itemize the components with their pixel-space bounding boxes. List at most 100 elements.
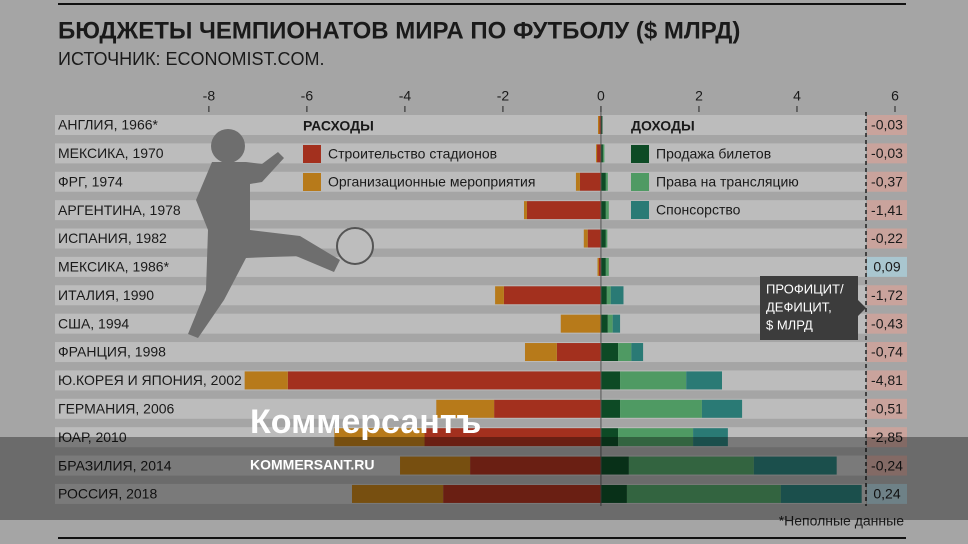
bar-segment bbox=[334, 428, 425, 447]
legend-label: Строительство стадионов bbox=[328, 146, 497, 162]
legend-label: Права на трансляцию bbox=[656, 174, 799, 190]
category-label: ИТАЛИЯ, 1990 bbox=[58, 287, 154, 303]
row-band bbox=[55, 228, 866, 249]
bar-segment bbox=[244, 371, 288, 390]
category-label: США, 1994 bbox=[58, 315, 129, 331]
surplus-label: -0,37 bbox=[871, 173, 903, 189]
category-label: АРГЕНТИНА, 1978 bbox=[58, 202, 181, 218]
x-tick-label: -2 bbox=[497, 88, 510, 104]
ball bbox=[336, 227, 374, 265]
bar-segment bbox=[598, 116, 600, 134]
bar-segment bbox=[701, 399, 743, 418]
legend-label: Продажа билетов bbox=[656, 146, 771, 162]
plot: -8 -6 -4 -2 0 2 4 6 АНГЛИЯ, 1966* -0,03 МЕКСИКА, 1… bbox=[58, 88, 907, 506]
legend-swatch bbox=[631, 145, 649, 163]
surplus-cell bbox=[867, 171, 907, 192]
x-tick-label: 6 bbox=[891, 88, 899, 104]
player-silhouette bbox=[188, 129, 340, 338]
category-label: АНГЛИЯ, 1966* bbox=[58, 117, 159, 133]
bar-segment bbox=[494, 399, 601, 418]
annotation-box bbox=[760, 276, 866, 340]
bar-segment bbox=[600, 456, 629, 475]
bar-segment bbox=[626, 484, 781, 503]
bar-segment bbox=[503, 286, 601, 305]
bar-segment bbox=[597, 257, 599, 276]
surplus-cell bbox=[867, 228, 907, 249]
row-band bbox=[55, 115, 866, 135]
bar-segment bbox=[287, 371, 601, 390]
bar-segment bbox=[686, 371, 723, 390]
bar-segment bbox=[600, 116, 603, 134]
bar-segment bbox=[600, 144, 603, 163]
bar-segment bbox=[583, 229, 588, 248]
surplus-label: 0,09 bbox=[873, 259, 900, 275]
bar-segment bbox=[526, 201, 601, 220]
surplus-label: -1,41 bbox=[871, 202, 903, 218]
bar-segment bbox=[400, 456, 471, 475]
bar-segment bbox=[575, 172, 580, 191]
bar-segment bbox=[443, 484, 601, 503]
x-tick-label: 4 bbox=[793, 88, 801, 104]
x-tick-label: -6 bbox=[301, 88, 314, 104]
legend-label: Спонсорство bbox=[656, 202, 741, 218]
legend-swatch bbox=[303, 145, 321, 163]
surplus-cell bbox=[867, 427, 907, 448]
bar-segment bbox=[628, 456, 754, 475]
bar-segment bbox=[620, 399, 702, 418]
bar-segment bbox=[560, 314, 601, 333]
bar-segment bbox=[605, 201, 609, 220]
bar-segment bbox=[605, 257, 609, 276]
chart-title: БЮДЖЕТЫ ЧЕМПИОНАТОВ МИРА ПО ФУТБОЛУ ($ М… bbox=[58, 17, 740, 44]
surplus-cell bbox=[867, 342, 907, 363]
bar-segment bbox=[596, 144, 598, 163]
bar-segment bbox=[470, 456, 601, 475]
surplus-cell bbox=[867, 115, 907, 135]
bar-segment bbox=[605, 172, 608, 191]
bar-segment bbox=[606, 286, 611, 305]
surplus-cell bbox=[867, 398, 907, 419]
bar-segment bbox=[600, 201, 606, 220]
surplus-label: -0,22 bbox=[871, 230, 903, 246]
bar-segment bbox=[780, 484, 862, 503]
bar-segment bbox=[351, 484, 444, 503]
surplus-label: 0,24 bbox=[873, 486, 900, 502]
watermark-band bbox=[0, 437, 968, 520]
bar-segment bbox=[753, 456, 837, 475]
bar-segment bbox=[620, 371, 687, 390]
bar-segment bbox=[605, 229, 608, 248]
category-label: Ю.КОРЕЯ И ЯПОНИЯ, 2002 bbox=[58, 372, 242, 388]
surplus-label: -0,74 bbox=[871, 344, 903, 360]
row-band bbox=[55, 143, 866, 164]
bar-segment bbox=[600, 314, 608, 333]
category-label: БРАЗИЛИЯ, 2014 bbox=[58, 457, 172, 473]
bar-segment bbox=[612, 314, 621, 333]
bar-segment bbox=[600, 428, 619, 447]
surplus-cell bbox=[867, 370, 907, 391]
bar-segment bbox=[600, 172, 606, 191]
legend-swatch bbox=[631, 201, 649, 219]
surplus-cell bbox=[867, 143, 907, 164]
bar-segment bbox=[600, 399, 621, 418]
bar-segment bbox=[600, 286, 607, 305]
category-label: ФРГ, 1974 bbox=[58, 173, 123, 189]
surplus-cell bbox=[867, 200, 907, 221]
bar-segment bbox=[610, 286, 624, 305]
bar-segment bbox=[600, 229, 606, 248]
surplus-cell bbox=[867, 483, 907, 504]
row-band bbox=[55, 342, 866, 363]
surplus-label: -0,24 bbox=[871, 457, 903, 473]
bar-segment bbox=[495, 286, 504, 305]
legend-swatch bbox=[631, 173, 649, 191]
x-tick-label: 0 bbox=[597, 88, 605, 104]
bar-segment bbox=[598, 257, 601, 276]
bar-segment bbox=[618, 343, 632, 362]
surplus-label: -0,43 bbox=[871, 315, 903, 331]
bar-segment bbox=[693, 428, 728, 447]
bar-segment bbox=[599, 116, 601, 134]
row-band bbox=[55, 313, 866, 334]
bar-segment bbox=[579, 172, 601, 191]
bar-segment bbox=[602, 144, 605, 163]
surplus-label: -0,51 bbox=[871, 401, 903, 417]
bar-segment bbox=[524, 343, 557, 362]
